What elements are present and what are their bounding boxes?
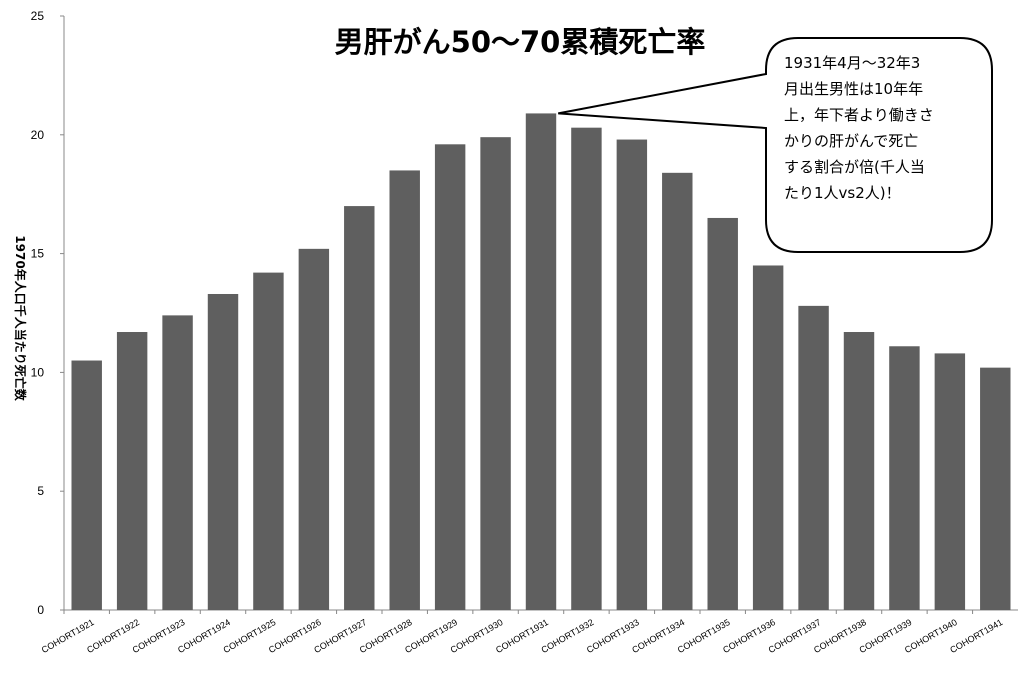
chart-title: 男肝がん50～70累積死亡率	[335, 25, 706, 59]
y-tick-label: 15	[31, 247, 45, 261]
bar-cohort1938	[843, 332, 875, 610]
y-tick-label: 10	[31, 365, 45, 379]
bar-cohort1928	[389, 170, 420, 610]
bars	[63, 113, 1011, 614]
bar-cohort1927	[344, 206, 375, 610]
x-tick-labels: COHORT1921COHORT1922COHORT1923COHORT1924…	[40, 617, 1005, 655]
bar-cohort1926	[298, 248, 330, 610]
bar-cohort1936	[752, 265, 784, 610]
callout-bubble	[558, 37, 993, 253]
callout-text-line: 1931年4月～32年3	[784, 54, 920, 72]
y-tick-label: 20	[31, 128, 45, 142]
bar-cohort1939	[889, 346, 920, 610]
callout-annotation: 1931年4月～32年3 月出生男性は10年年上，年下者より働きさかりの肝がんで死…	[558, 37, 993, 253]
y-tick-label: 0	[37, 603, 44, 617]
bar-cohort1932	[571, 127, 602, 610]
callout-text-line: する割合が倍(千人当	[784, 158, 925, 176]
callout-text-line: 上，年下者より働きさ	[784, 106, 934, 124]
callout-text-line: 月出生男性は10年年	[784, 80, 923, 98]
bar-cohort1923	[162, 315, 193, 610]
bar-cohort1921	[71, 360, 102, 610]
y-tick-label: 25	[31, 9, 45, 23]
bar-cohort1940	[934, 353, 966, 610]
bar-cohort1922	[116, 332, 148, 610]
y-tick-label: 5	[37, 484, 44, 498]
callout-text-line: たり1人vs2人)！	[784, 184, 901, 202]
bar-cohort1925	[253, 272, 284, 610]
bar-cohort1924	[207, 293, 239, 610]
bar-cohort1934	[662, 172, 693, 611]
bar-cohort1930	[480, 137, 511, 610]
bar-cohort1929	[434, 144, 466, 610]
callout-text-line: かりの肝がんで死亡	[784, 132, 918, 150]
bar-cohort1931	[525, 113, 557, 610]
bar-cohort1933	[616, 139, 648, 610]
bar-cohort1941	[980, 367, 1011, 610]
y-axis-label: 1970年人口千人当たり死亡数	[13, 235, 28, 401]
bar-cohort1935	[707, 217, 738, 610]
bar-cohort1937	[798, 305, 829, 610]
